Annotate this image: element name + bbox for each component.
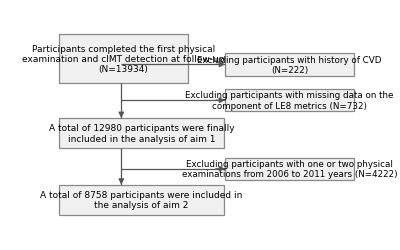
FancyBboxPatch shape	[59, 35, 188, 84]
Text: Participants completed the first physical
examination and cIMT detection at foll: Participants completed the first physica…	[22, 44, 225, 74]
Text: A total of 8758 participants were included in
the analysis of aim 2: A total of 8758 participants were includ…	[40, 190, 243, 210]
FancyBboxPatch shape	[225, 158, 354, 180]
Text: A total of 12980 participants were finally
included in the analysis of aim 1: A total of 12980 participants were final…	[49, 124, 234, 143]
Text: Excluding participants with missing data on the
component of LE8 metrics (N=732): Excluding participants with missing data…	[185, 91, 394, 110]
Text: Excluding participants with history of CVD
(N=222): Excluding participants with history of C…	[197, 56, 382, 75]
Text: Excluding participants with one or two physical
examinations from 2006 to 2011 y: Excluding participants with one or two p…	[182, 160, 397, 179]
FancyBboxPatch shape	[59, 185, 224, 215]
FancyBboxPatch shape	[225, 90, 354, 112]
FancyBboxPatch shape	[59, 118, 224, 148]
FancyBboxPatch shape	[225, 54, 354, 76]
